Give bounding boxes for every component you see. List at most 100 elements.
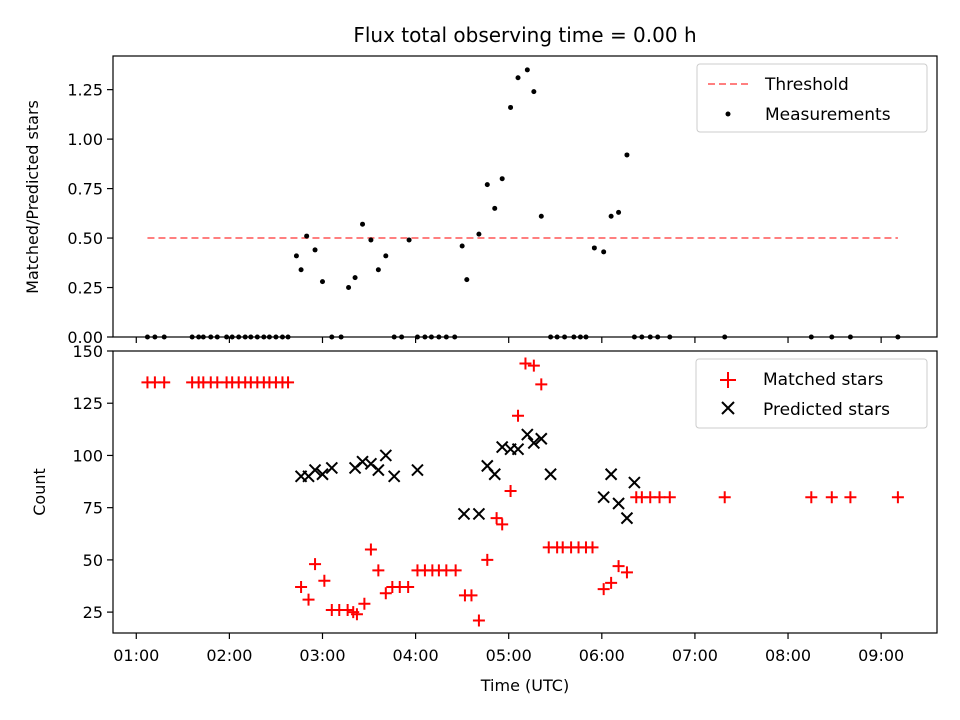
chart-title: Flux total observing time = 0.00 h — [353, 23, 696, 47]
bottom-panel: 25 50 75 100 125 150 01:00 02:00 03:00 04:00 05:0… — [30, 342, 938, 695]
predicted-point — [308, 463, 322, 477]
matched-point — [295, 581, 308, 594]
matched-point — [825, 491, 838, 504]
predicted-point — [372, 463, 385, 477]
measurement-point — [293, 253, 299, 259]
predicted-point — [411, 463, 424, 477]
measurement-point — [499, 176, 505, 182]
matched-point — [597, 583, 610, 596]
measurement-point — [624, 152, 630, 158]
y-tick-label: 1.25 — [67, 81, 103, 100]
matched-point — [379, 587, 392, 600]
measurement-point — [261, 334, 267, 340]
measurement-point — [319, 279, 325, 285]
matched-point — [496, 518, 509, 531]
predicted-point — [628, 476, 641, 489]
measurement-point — [464, 277, 470, 283]
measurement-point — [229, 334, 235, 340]
bottom-series — [141, 357, 904, 627]
measurement-point — [847, 334, 853, 340]
x-axis-label: Time (UTC) — [480, 676, 569, 695]
measurement-point — [214, 334, 220, 340]
matched-point — [358, 597, 371, 610]
y-tick-label: 50 — [83, 551, 103, 570]
matched-point — [527, 359, 540, 372]
y-tick-label: 150 — [72, 342, 103, 361]
measurement-point — [144, 334, 150, 340]
predicted-point — [379, 449, 393, 462]
measurement-point — [492, 205, 498, 211]
measurement-point — [279, 334, 285, 340]
x-tick-label: 02:00 — [206, 646, 252, 665]
matched-point — [718, 491, 731, 504]
measurement-point — [298, 267, 304, 273]
y-tick-label: 1.00 — [67, 130, 103, 149]
measurement-point — [422, 334, 428, 340]
x-tick-label: 03:00 — [299, 646, 345, 665]
measurement-point — [531, 89, 537, 95]
matched-point — [472, 614, 485, 627]
top-x-ticks — [135, 337, 882, 343]
matched-point — [612, 560, 625, 573]
measurement-point — [577, 334, 583, 340]
legend-predicted-marker — [721, 401, 735, 415]
measurement-point — [189, 334, 195, 340]
measurement-point — [368, 237, 374, 243]
y-tick-label: 0.25 — [67, 279, 103, 298]
measurement-point — [200, 334, 206, 340]
measurement-point — [562, 334, 568, 340]
legend-matched-marker — [720, 372, 736, 388]
bottom-panel-frame — [112, 350, 938, 634]
measurement-point — [273, 334, 279, 340]
measurement-point — [196, 334, 202, 340]
predicted-point — [472, 507, 486, 521]
legend-measurements-label: Measurements — [765, 105, 891, 125]
measurement-point — [208, 334, 214, 340]
measurement-point — [459, 243, 465, 249]
matched-point — [481, 553, 494, 566]
predicted-point — [597, 491, 610, 504]
matched-point — [891, 491, 904, 504]
measurement-point — [254, 334, 260, 340]
measurement-point — [329, 334, 335, 340]
measurement-point — [338, 334, 344, 340]
measurement-point — [152, 334, 158, 340]
matched-point — [318, 574, 331, 587]
matched-point — [465, 589, 478, 602]
measurement-point — [436, 334, 442, 340]
matched-point — [309, 558, 322, 571]
matched-point — [653, 491, 666, 504]
y-tick-label: 0.00 — [67, 328, 103, 347]
predicted-point — [535, 432, 548, 445]
measurement-point — [608, 213, 614, 219]
y-tick-label: 25 — [83, 603, 103, 622]
measurement-point — [829, 334, 835, 340]
y-tick-label: 125 — [72, 394, 103, 413]
matched-point — [350, 608, 363, 621]
measurement-point — [383, 253, 389, 259]
x-tick-label: 06:00 — [579, 646, 625, 665]
measurement-point — [312, 247, 318, 253]
bottom-y-axis-label: Count — [30, 468, 49, 516]
legend-threshold-label: Threshold — [764, 75, 849, 95]
matched-point — [158, 376, 171, 389]
measurement-point — [391, 334, 397, 340]
measurement-point — [476, 231, 482, 237]
top-y-axis-label: Matched/Predicted stars — [23, 100, 42, 294]
measurement-point — [895, 334, 901, 340]
x-tick-label: 09:00 — [858, 646, 904, 665]
bottom-x-ticks: 01:00 02:00 03:00 04:00 05:00 06:00 07:00 08:00… — [113, 633, 904, 665]
measurement-point — [161, 334, 167, 340]
matched-point — [402, 581, 415, 594]
measurement-point — [406, 237, 412, 243]
measurement-point — [631, 334, 637, 340]
matched-point — [844, 491, 857, 504]
predicted-point — [457, 507, 471, 521]
measurement-point — [538, 213, 544, 219]
matched-point — [620, 566, 633, 579]
y-tick-label: 0.50 — [67, 229, 103, 248]
measurement-point — [399, 334, 405, 340]
measurement-point — [639, 334, 645, 340]
matched-point — [512, 409, 525, 422]
measurement-point — [248, 334, 254, 340]
